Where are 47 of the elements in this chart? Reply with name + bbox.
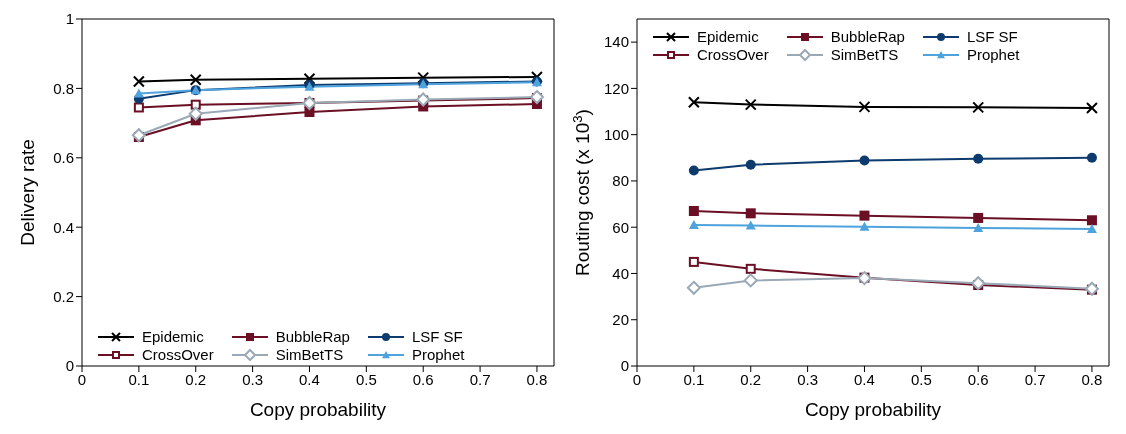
x-tick-label: 0.3 bbox=[242, 370, 264, 388]
x-axis-title: Copy probability bbox=[249, 399, 387, 420]
y-tick-label: 1 bbox=[65, 10, 74, 28]
y-tick-label: 0 bbox=[65, 357, 74, 375]
x-tick-label: 0.1 bbox=[128, 370, 150, 388]
legend-label: CrossOver bbox=[697, 46, 769, 64]
y-tick-label: 100 bbox=[603, 125, 629, 143]
y-tick-label: 0.4 bbox=[53, 218, 74, 236]
legend-label: BubbleRap bbox=[830, 28, 905, 46]
x-axis-title: Copy probability bbox=[804, 399, 942, 420]
x-tick-label: 0 bbox=[632, 370, 642, 388]
x-tick-label: 0.1 bbox=[683, 370, 705, 388]
x-tick-label: 0.6 bbox=[412, 370, 434, 388]
x-tick-label: 0.6 bbox=[967, 370, 989, 388]
x-tick-label: 0.2 bbox=[740, 370, 762, 388]
y-tick-label: 20 bbox=[612, 311, 629, 329]
x-tick-label: 0.7 bbox=[469, 370, 491, 388]
y-tick-label: 40 bbox=[612, 264, 629, 282]
x-tick-label: 0.3 bbox=[797, 370, 819, 388]
y-tick-label: 0.2 bbox=[53, 287, 74, 305]
x-tick-label: 0.8 bbox=[526, 370, 548, 388]
legend-label: BubbleRap bbox=[275, 328, 350, 346]
legend-label: CrossOver bbox=[142, 346, 214, 364]
y-axis-title: Delivery rate bbox=[17, 139, 38, 246]
legend-label: SimBetTS bbox=[830, 46, 899, 64]
y-tick-label: 120 bbox=[603, 79, 629, 97]
legend-label: LSF SF bbox=[411, 328, 463, 346]
legend-label: Prophet bbox=[411, 346, 465, 364]
x-tick-label: 0.8 bbox=[1081, 370, 1103, 388]
x-tick-label: 0.2 bbox=[185, 370, 207, 388]
y-tick-label: 60 bbox=[612, 218, 629, 236]
y-tick-label: 80 bbox=[612, 172, 629, 190]
x-tick-label: 0.7 bbox=[1024, 370, 1046, 388]
x-tick-label: 0.5 bbox=[910, 370, 932, 388]
x-tick-label: 0.4 bbox=[854, 370, 875, 388]
y-tick-label: 0.8 bbox=[53, 79, 74, 97]
legend-label: Prophet bbox=[966, 46, 1020, 64]
x-tick-label: 0.5 bbox=[355, 370, 377, 388]
legend-label: Epidemic bbox=[142, 328, 204, 346]
y-tick-label: 0 bbox=[620, 357, 629, 375]
y-tick-label: 0.6 bbox=[53, 149, 74, 167]
legend-label: SimBetTS bbox=[275, 346, 344, 364]
x-tick-label: 0 bbox=[77, 370, 87, 388]
legend-label: Epidemic bbox=[697, 28, 759, 46]
legend-label: LSF SF bbox=[966, 28, 1018, 46]
y-tick-label: 140 bbox=[603, 33, 629, 51]
x-tick-label: 0.4 bbox=[299, 370, 320, 388]
